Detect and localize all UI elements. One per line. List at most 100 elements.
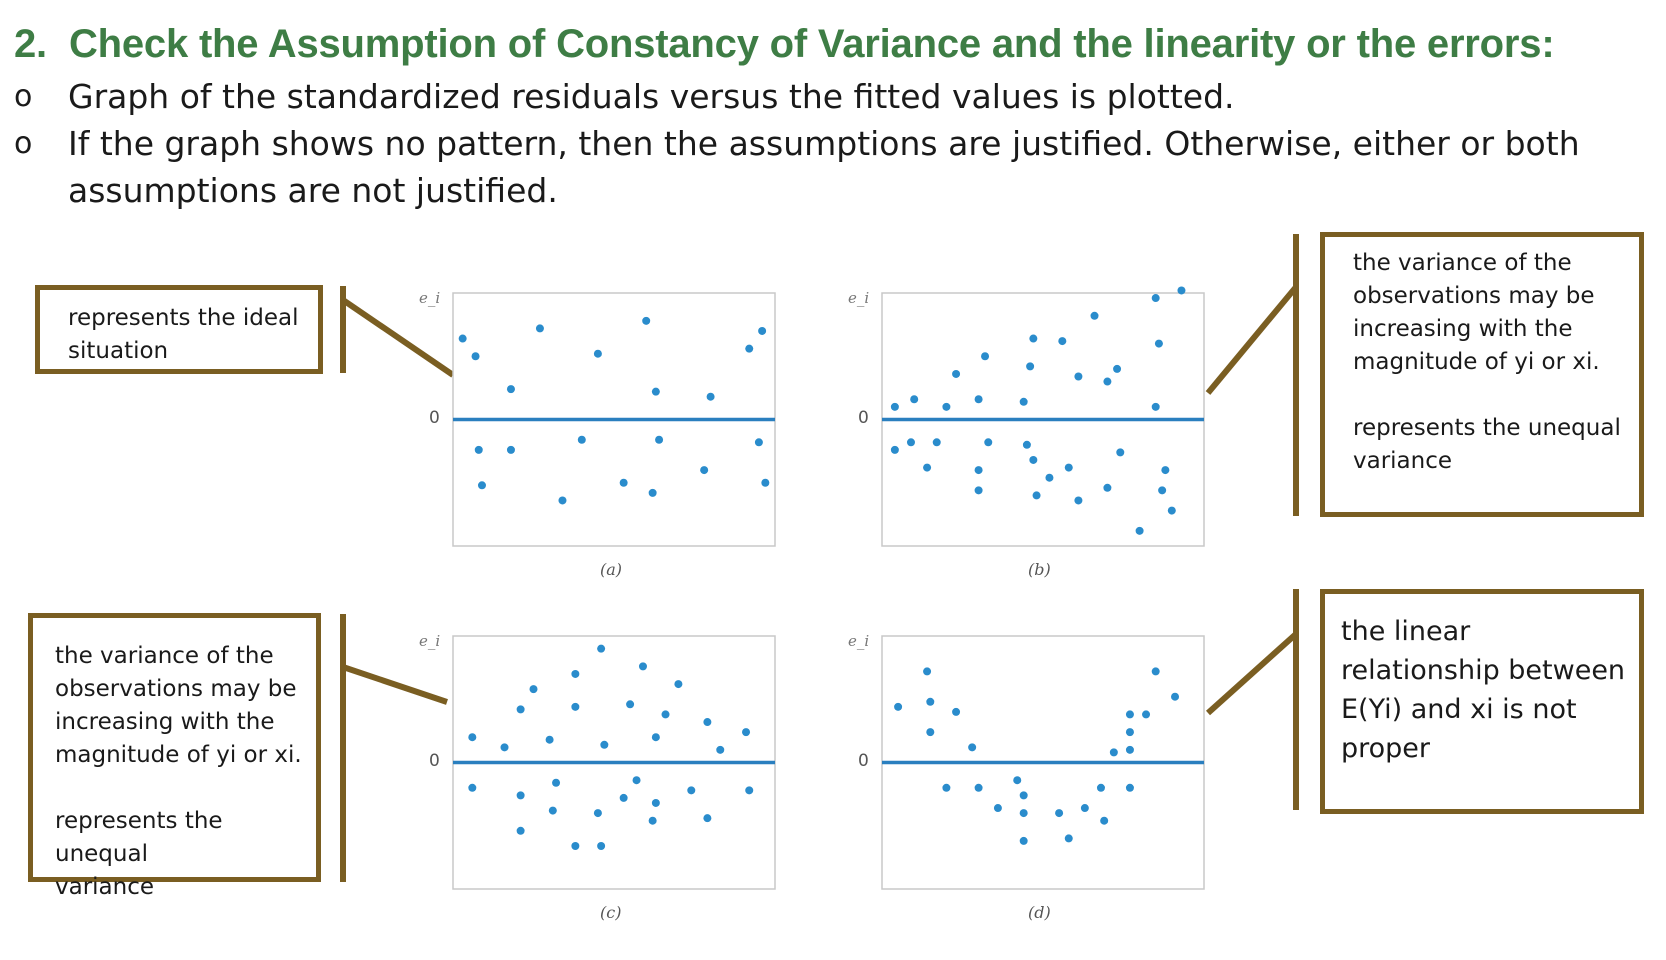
plot-a-point bbox=[619, 478, 628, 487]
plot-b-point bbox=[906, 438, 915, 447]
plot-c-point bbox=[651, 798, 660, 807]
plot-a-point bbox=[651, 387, 660, 396]
bullet-text-continued: assumptions are not justified. bbox=[68, 171, 558, 210]
callout-increasing-b-text: the variance of the observations may be … bbox=[1353, 250, 1621, 474]
plot-a-point bbox=[506, 385, 515, 394]
plot-c-point bbox=[516, 705, 525, 714]
plot-c-point bbox=[703, 814, 712, 823]
bullet-text: If the graph shows no pattern, then the … bbox=[68, 124, 1580, 163]
plot-b-zero-label: 0 bbox=[858, 408, 869, 428]
plot-d-point bbox=[1080, 804, 1089, 813]
plot-b-point bbox=[1029, 455, 1038, 464]
plot-a bbox=[452, 292, 776, 547]
plot-d-point bbox=[1064, 834, 1073, 843]
plot-d-point bbox=[1013, 776, 1022, 785]
plot-d-point bbox=[1100, 816, 1109, 825]
plot-c-point bbox=[571, 669, 580, 678]
plot-b-point bbox=[974, 486, 983, 495]
plot-b-point bbox=[890, 445, 899, 454]
plot-b-point bbox=[1161, 466, 1170, 475]
plot-a-ylabel: e_i bbox=[419, 289, 441, 307]
plot-c-point bbox=[626, 700, 635, 709]
plot-d-point bbox=[942, 783, 951, 792]
slide-heading: 2. Check the Assumption of Constancy of V… bbox=[14, 22, 1654, 67]
bullet-marker: o bbox=[14, 79, 33, 114]
plot-c-point bbox=[703, 718, 712, 727]
plot-d-point bbox=[1125, 728, 1134, 737]
plot-d-point bbox=[1142, 710, 1151, 719]
plot-c-point bbox=[661, 710, 670, 719]
plot-d-point bbox=[1125, 745, 1134, 754]
plot-a-point bbox=[648, 488, 657, 497]
plot-c-point bbox=[516, 826, 525, 835]
plot-c-point bbox=[632, 776, 641, 785]
plot-d-ylabel: e_i bbox=[848, 632, 870, 650]
plot-a-zero-label: 0 bbox=[429, 408, 440, 428]
plot-b-point bbox=[1064, 463, 1073, 472]
plot-c-point bbox=[687, 786, 696, 795]
plot-b-point bbox=[981, 352, 990, 361]
plot-d bbox=[881, 635, 1205, 890]
plot-b-point bbox=[1026, 362, 1035, 371]
plot-b-point bbox=[1074, 372, 1083, 381]
plot-b-point bbox=[1074, 496, 1083, 505]
plot-b-point bbox=[974, 395, 983, 404]
plot-b-point bbox=[1158, 486, 1167, 495]
bullet-text: Graph of the standardized residuals vers… bbox=[68, 77, 1235, 116]
plot-b-point bbox=[1113, 364, 1122, 373]
plot-a-point bbox=[577, 435, 586, 444]
plot-d-point bbox=[1019, 791, 1028, 800]
plot-c-point bbox=[597, 644, 606, 653]
callout-increasing-c-text: the variance of the observations may be … bbox=[55, 643, 302, 900]
plot-b-point bbox=[1103, 377, 1112, 386]
connector-d bbox=[1205, 631, 1299, 716]
plot-a-point bbox=[642, 316, 651, 325]
plot-d-zero-label: 0 bbox=[858, 751, 869, 771]
plot-c-point bbox=[593, 809, 602, 818]
plot-a-point bbox=[474, 445, 483, 454]
plot-b-point bbox=[1103, 483, 1112, 492]
plot-b-point bbox=[1116, 448, 1125, 457]
heading-text: Check the Assumption of Constancy of Var… bbox=[68, 22, 1555, 66]
plot-d-point bbox=[1125, 710, 1134, 719]
plot-c-point bbox=[552, 778, 561, 787]
callout-nonlinear-text: the linear relationship between E(Yi) an… bbox=[1341, 616, 1626, 764]
plot-a-point bbox=[458, 334, 467, 343]
plot-b-point bbox=[1151, 294, 1160, 303]
plot-c-point bbox=[545, 735, 554, 744]
callout-increasing-variance-c: the variance of the observations may be … bbox=[28, 613, 321, 900]
plot-b-point bbox=[1090, 311, 1099, 320]
plot-a-point bbox=[471, 352, 480, 361]
callout-ideal: represents the ideal situation bbox=[35, 285, 323, 374]
connector-c bbox=[342, 664, 448, 705]
plot-b-point bbox=[1032, 491, 1041, 500]
plot-a-point bbox=[535, 324, 544, 333]
plot-d-point bbox=[1151, 667, 1160, 676]
plot-d-point bbox=[1055, 809, 1064, 818]
plot-c-panel-label: (c) bbox=[600, 903, 622, 922]
plot-a-point bbox=[506, 445, 515, 454]
plot-c-point bbox=[468, 783, 477, 792]
plot-d-point bbox=[993, 804, 1002, 813]
plot-a-point bbox=[558, 496, 567, 505]
plot-a-point bbox=[700, 466, 709, 475]
plot-c-point bbox=[548, 806, 557, 815]
connector-b bbox=[1205, 285, 1299, 395]
plot-b-point bbox=[1167, 506, 1176, 515]
plot-a-point bbox=[758, 326, 767, 335]
plot-c-point bbox=[468, 733, 477, 742]
plot-a-panel-label: (a) bbox=[600, 560, 623, 579]
plot-c bbox=[452, 635, 776, 890]
plot-c-point bbox=[648, 816, 657, 825]
plot-b-point bbox=[1177, 286, 1186, 295]
plot-b-panel-label: (b) bbox=[1028, 560, 1051, 579]
plot-d-point bbox=[894, 702, 903, 711]
plot-b-point bbox=[932, 438, 941, 447]
plot-d-point bbox=[1019, 809, 1028, 818]
plot-b bbox=[881, 286, 1205, 547]
plot-c-point bbox=[742, 728, 751, 737]
plot-b-point bbox=[1019, 397, 1028, 406]
